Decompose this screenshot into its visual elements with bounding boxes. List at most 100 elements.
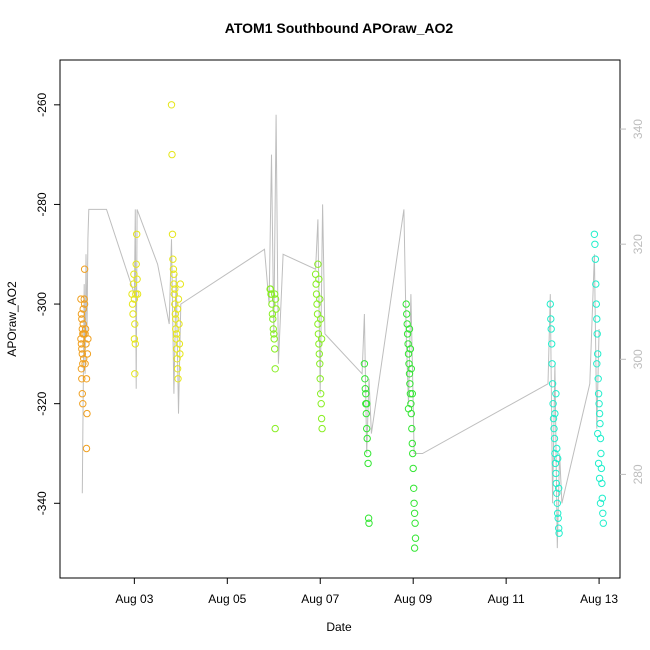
data-point <box>547 315 555 323</box>
data-point <box>268 300 276 308</box>
data-point <box>167 101 176 109</box>
data-point <box>594 390 603 398</box>
data-point <box>553 489 561 497</box>
data-point <box>79 400 87 408</box>
data-point <box>595 474 604 483</box>
data-point <box>593 315 601 323</box>
data-point <box>129 310 137 318</box>
data-point <box>81 325 90 333</box>
data-point <box>77 340 86 348</box>
data-point <box>132 260 140 268</box>
data-point <box>592 300 600 308</box>
data-point <box>552 469 560 478</box>
data-point <box>272 305 280 313</box>
data-point <box>591 240 599 249</box>
data-point <box>168 230 177 239</box>
y-tick-label: -280 <box>35 192 49 216</box>
data-point <box>270 335 278 343</box>
data-point <box>269 325 277 333</box>
data-point <box>547 325 555 333</box>
x-tick-label: Aug 03 <box>115 592 153 606</box>
data-point <box>406 345 415 353</box>
points-layer <box>77 101 607 552</box>
data-point <box>269 315 277 323</box>
data-point <box>128 300 137 308</box>
data-point <box>405 325 414 333</box>
line-layer <box>81 114 600 549</box>
data-point <box>312 290 321 298</box>
data-point <box>78 345 86 353</box>
data-point <box>362 409 370 418</box>
data-point <box>410 484 418 492</box>
data-point <box>131 340 140 348</box>
x-tick-label: Aug 11 <box>488 592 525 606</box>
data-point <box>554 454 562 463</box>
x-axis: Aug 03 Aug 05 Aug 07 Aug 09 Aug 11 Aug 13 <box>115 577 618 606</box>
data-point <box>553 444 561 453</box>
data-point <box>361 385 369 393</box>
data-point <box>317 414 326 423</box>
data-point <box>594 459 603 468</box>
data-point <box>593 330 601 338</box>
data-point <box>271 290 279 298</box>
data-point <box>133 290 142 298</box>
plot-frame <box>59 59 621 579</box>
data-point <box>409 449 417 458</box>
data-point <box>316 295 324 303</box>
data-point <box>555 524 563 532</box>
data-point <box>364 514 373 522</box>
data-point <box>130 335 139 343</box>
data-point <box>176 350 184 358</box>
data-point <box>596 499 605 507</box>
data-point <box>593 360 601 368</box>
data-point <box>176 280 185 288</box>
y-tick-label: -300 <box>35 292 49 316</box>
data-point <box>80 295 88 303</box>
data-point <box>553 499 561 507</box>
data-point <box>174 295 183 303</box>
data-point <box>403 330 412 338</box>
data-point <box>316 375 324 383</box>
data-point <box>410 544 419 552</box>
data-point <box>408 390 416 398</box>
x-tick-label: Aug 13 <box>580 592 618 606</box>
data-point <box>133 230 141 239</box>
data-point <box>405 370 414 378</box>
data-point <box>549 400 557 408</box>
data-point <box>80 355 88 363</box>
data-point <box>548 340 556 348</box>
data-point <box>170 290 179 298</box>
data-point <box>595 400 603 408</box>
data-point <box>80 300 89 308</box>
data-point <box>77 310 86 318</box>
y-tick-label: -320 <box>35 391 49 415</box>
data-point <box>271 345 279 353</box>
data-point <box>271 295 280 303</box>
data-point <box>594 350 602 358</box>
data-point <box>550 434 559 443</box>
data-point <box>315 350 323 358</box>
chart-title: ATOM1 Southbound APOraw_AO2 <box>225 20 454 36</box>
data-point <box>170 270 178 278</box>
data-point <box>554 514 562 522</box>
x-axis-label: Date <box>326 620 352 634</box>
data-point <box>555 484 563 492</box>
data-point <box>403 310 411 318</box>
data-point <box>173 365 182 373</box>
data-point <box>406 390 415 398</box>
data-point <box>592 280 600 288</box>
data-point <box>129 280 138 288</box>
data-point <box>78 315 86 323</box>
x-tick-label: Aug 05 <box>208 592 246 606</box>
right-tick-label: 300 <box>631 349 645 369</box>
data-point <box>550 424 558 433</box>
data-point <box>169 255 177 263</box>
data-point <box>552 390 560 398</box>
data-point <box>404 350 413 358</box>
data-point <box>318 424 326 433</box>
data-point <box>411 519 419 527</box>
data-point <box>175 320 183 328</box>
data-point <box>171 285 179 293</box>
data-point <box>365 519 373 527</box>
